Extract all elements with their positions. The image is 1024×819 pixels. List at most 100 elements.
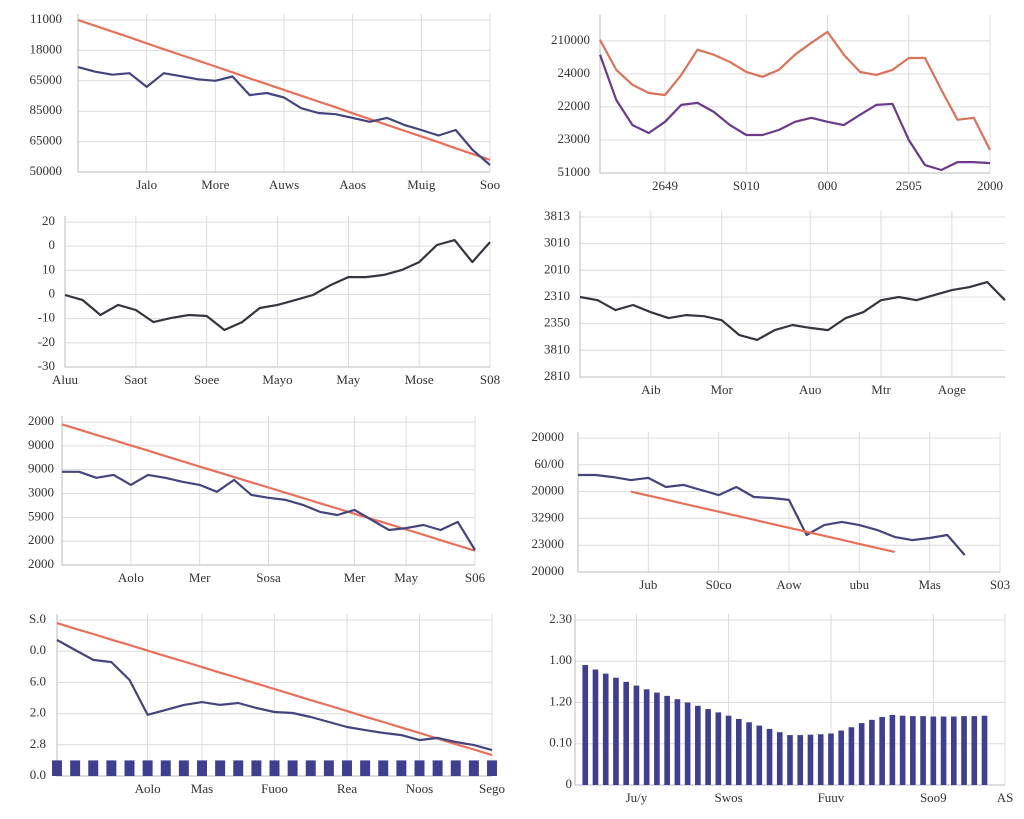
y-tick-label: 2000: [28, 556, 54, 571]
x-tick-label: Mayo: [262, 372, 292, 387]
bar: [592, 669, 599, 785]
x-tick-label: Soo: [480, 177, 500, 192]
bar: [378, 760, 389, 776]
bar: [396, 760, 407, 776]
y-tick-label: 3810: [544, 341, 570, 356]
line: [630, 490, 895, 553]
x-tick-label: 2649: [652, 178, 678, 193]
bar: [602, 673, 609, 785]
x-tick-label: Sosa: [256, 570, 281, 585]
line: [61, 423, 476, 552]
y-tick-label: 0: [49, 237, 56, 252]
x-tick-label: Aluu: [52, 372, 79, 387]
y-tick-label: 22000: [558, 98, 591, 113]
bar: [838, 730, 845, 785]
bar: [940, 716, 947, 785]
bar: [160, 760, 171, 776]
y-tick-label: 50000: [30, 163, 63, 178]
y-tick-label: 2010: [544, 261, 570, 276]
x-tick-label: Mose: [405, 372, 434, 387]
bar: [817, 734, 824, 785]
line: [62, 470, 476, 551]
x-tick-label: Muig: [407, 177, 436, 192]
y-tick-label: 210000: [551, 32, 590, 47]
bar: [889, 714, 896, 785]
y-tick-label: 20: [42, 213, 55, 228]
bar: [582, 664, 589, 785]
y-tick-label: 11000: [30, 11, 62, 26]
y-tick-label: 20000: [532, 483, 565, 498]
x-tick-label: Fuoo: [261, 781, 288, 796]
bar: [633, 685, 640, 785]
x-tick-label: Aoge: [938, 382, 966, 397]
y-tick-label: 2350: [544, 315, 570, 330]
x-tick-label: Jalo: [136, 177, 157, 192]
bar: [981, 715, 988, 785]
bar: [233, 760, 244, 776]
bar: [705, 709, 711, 785]
bar: [756, 725, 763, 785]
bar: [715, 712, 722, 785]
x-tick-label: Mer: [189, 570, 211, 585]
x-tick-label: Mer: [344, 570, 366, 585]
axis-frame: [61, 416, 475, 566]
bar: [178, 760, 189, 776]
y-tick-label: 18000: [30, 41, 63, 56]
line: [77, 66, 491, 166]
y-tick-label: 10: [42, 261, 55, 276]
bar: [52, 760, 62, 776]
bar: [623, 681, 630, 785]
x-tick-label: S03: [990, 577, 1010, 592]
axis-frame: [599, 15, 990, 174]
panel: 11000 18000 65000 85000 65000 50000 Jalo More Au…: [30, 11, 501, 192]
y-tick-label: 0: [566, 776, 573, 791]
bar: [654, 692, 660, 785]
bar: [360, 760, 371, 776]
x-tick-label: Auo: [799, 382, 821, 397]
bar: [807, 734, 814, 785]
y-tick-label: 9000: [28, 461, 54, 476]
x-tick-label: Swos: [714, 790, 742, 805]
bar: [910, 716, 916, 785]
y-tick-label: 2000: [28, 532, 54, 547]
x-tick-label: Auws: [269, 177, 299, 192]
line: [77, 18, 491, 161]
panel: 2.30 1.00 1.20 0.10 0 Ju/y Swos Fuuv Soo9 AS: [549, 611, 1013, 805]
y-tick-label: 0: [49, 285, 56, 300]
line: [598, 54, 991, 172]
bar: [70, 760, 81, 776]
bar: [197, 760, 207, 776]
bar: [766, 728, 773, 785]
x-tick-label: Aolo: [135, 781, 161, 796]
bar: [797, 735, 804, 785]
bar: [643, 689, 650, 785]
bar: [142, 760, 153, 776]
bar: [269, 760, 280, 776]
y-tick-label: 6.0: [30, 673, 46, 688]
x-tick-label: S0co: [706, 577, 732, 592]
y-tick-label: 32900: [532, 509, 565, 524]
x-tick-label: S06: [465, 570, 486, 585]
bar: [432, 760, 443, 776]
y-tick-label: 24000: [558, 65, 591, 80]
x-tick-label: Soo9: [920, 790, 947, 805]
line: [64, 239, 491, 332]
bar: [88, 760, 99, 776]
bar: [323, 760, 334, 776]
y-tick-label: 51000: [558, 164, 591, 179]
bar: [695, 705, 701, 785]
y-tick-label: 2.0: [30, 705, 46, 720]
bar: [215, 760, 226, 776]
x-tick-label: Aow: [776, 577, 802, 592]
bar: [613, 677, 619, 785]
x-tick-label: More: [201, 177, 229, 192]
y-tick-label: -30: [38, 358, 55, 373]
x-tick-label: Rea: [337, 781, 357, 796]
x-tick-label: Aib: [641, 382, 661, 397]
bar: [674, 699, 681, 785]
x-tick-label: Sego: [479, 781, 505, 796]
x-tick-label: Saot: [124, 372, 148, 387]
